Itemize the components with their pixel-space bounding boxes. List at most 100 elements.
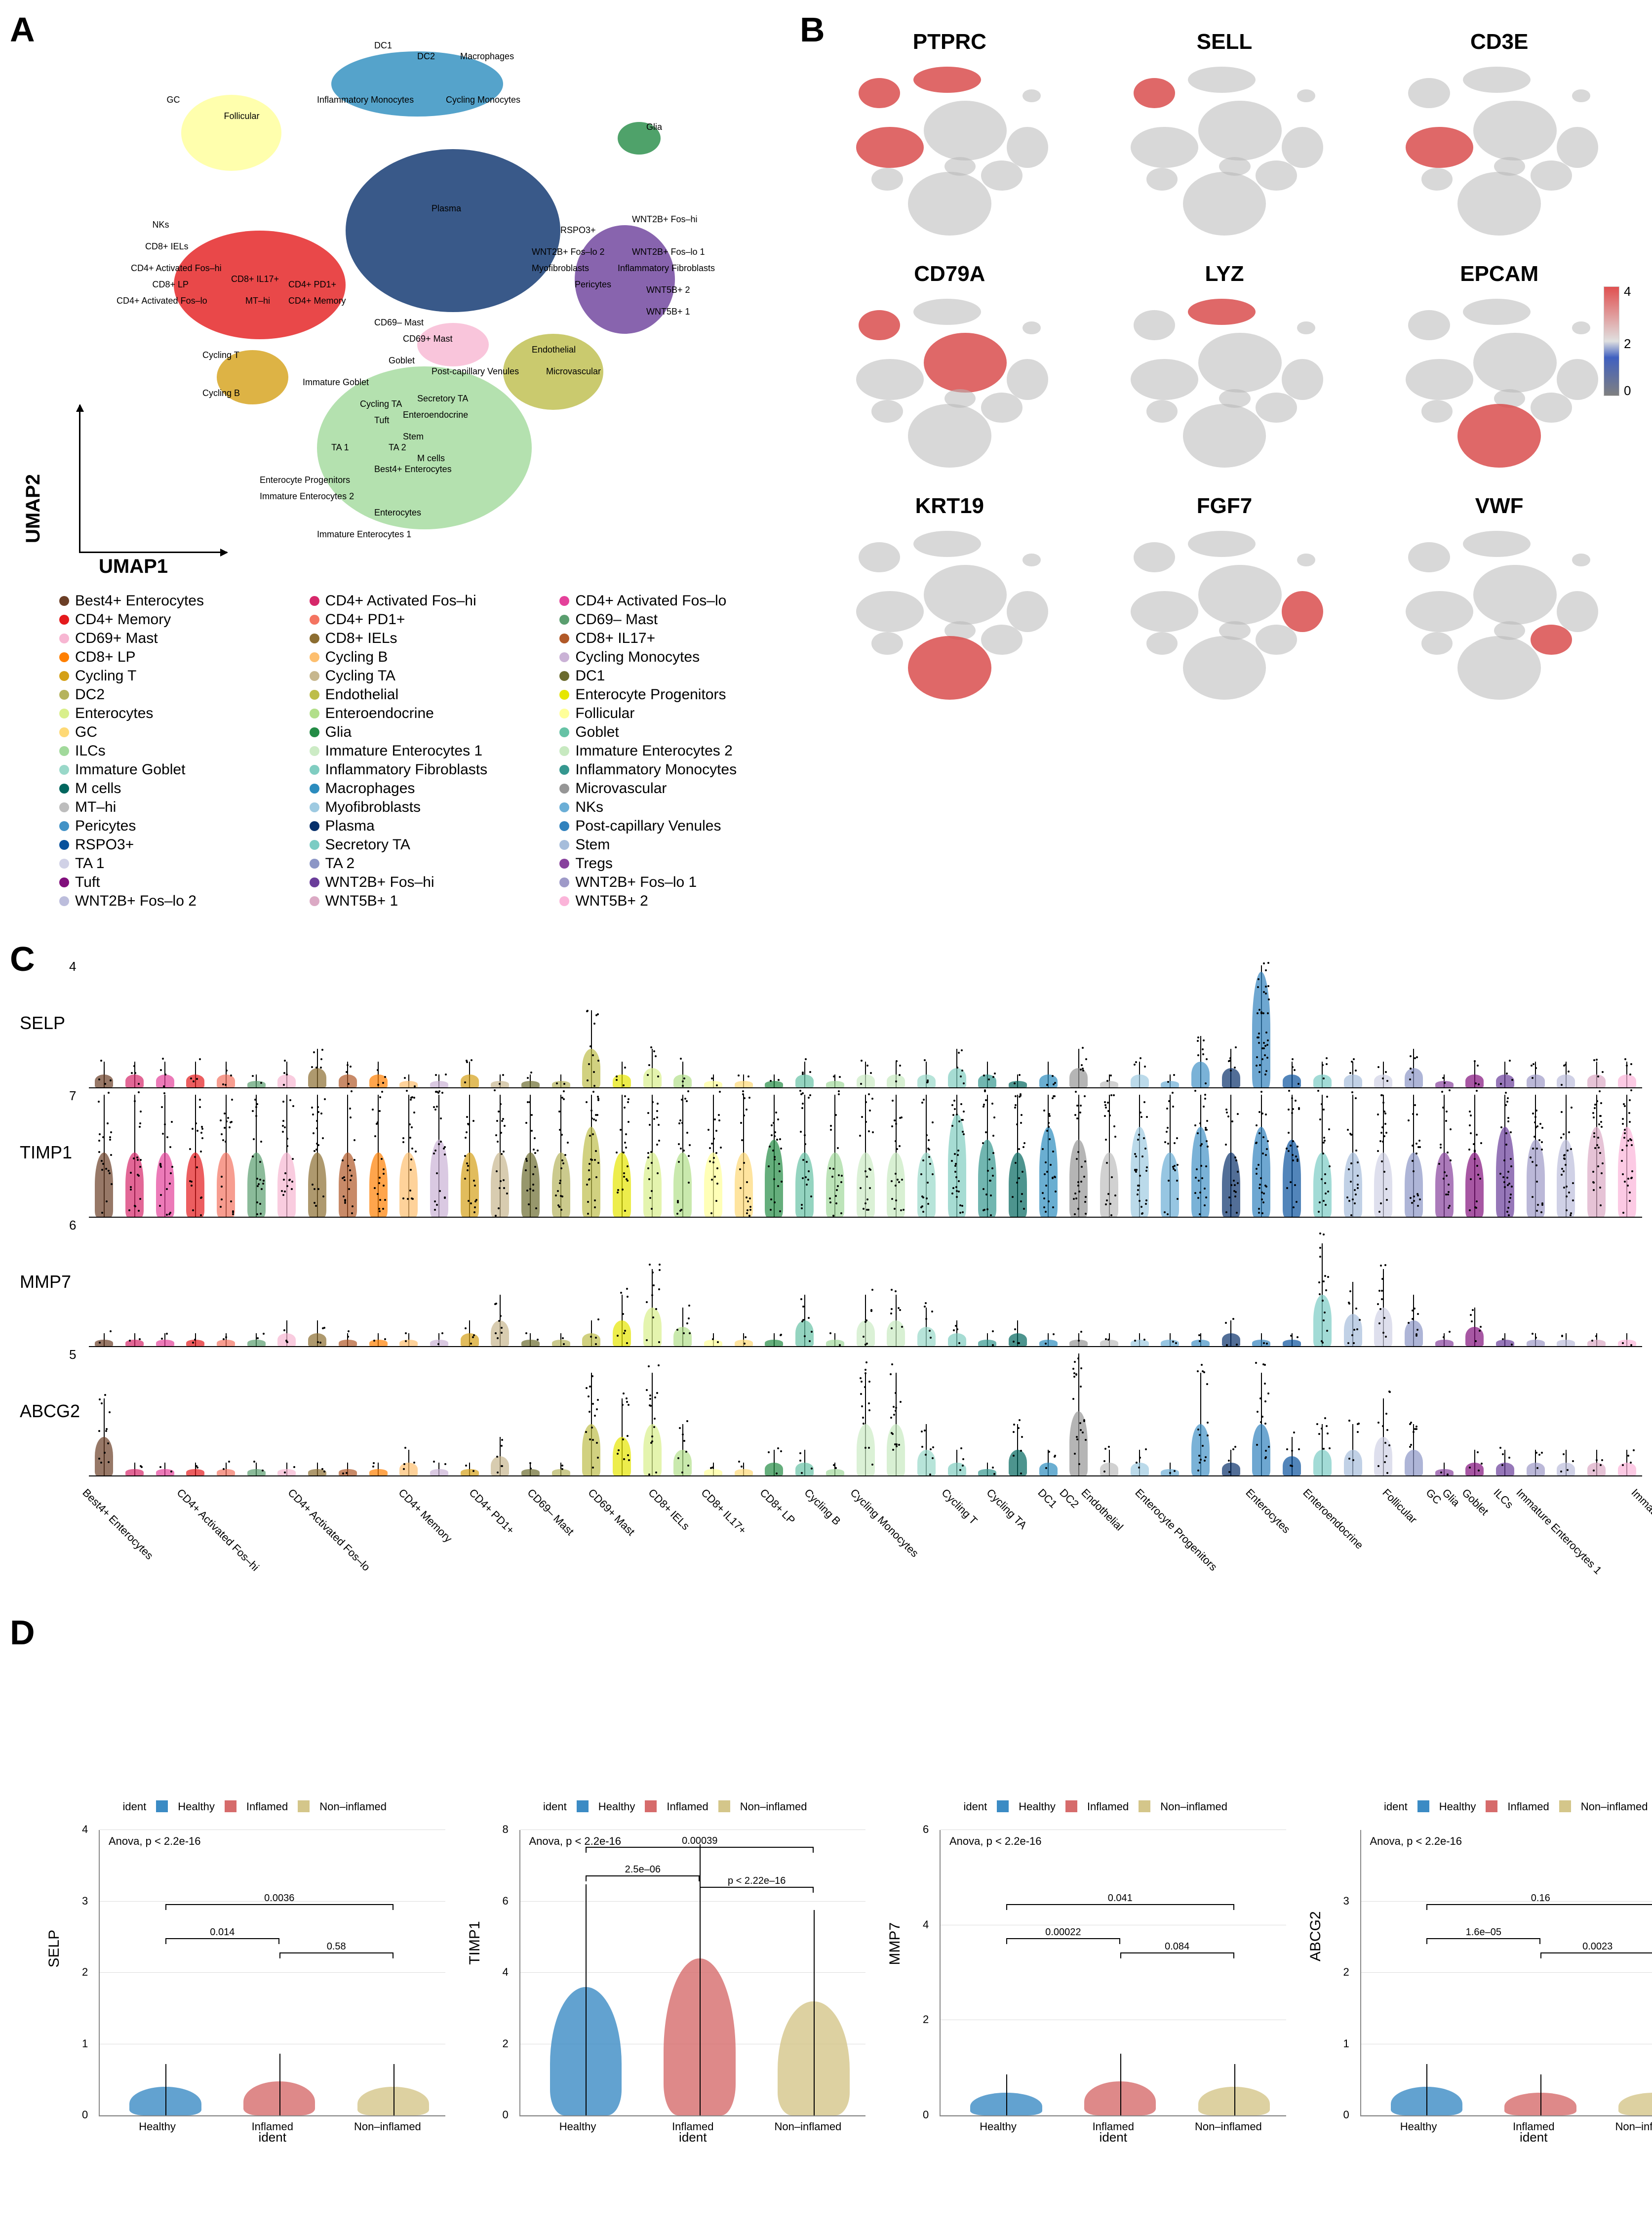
legend-label: Enteroendocrine [325,705,434,722]
dot-cloud [946,1447,968,1475]
dot-cloud [367,1091,389,1217]
violin-cell [576,1347,607,1475]
violin-x-label: Cycling TA [983,1486,1029,1532]
dot-cloud [246,1461,267,1475]
violin-cell [1337,1347,1368,1475]
violin-cell [1612,1088,1642,1217]
dot-cloud [1525,1332,1546,1346]
legend-item: Enterocyte Progenitors [559,686,790,703]
y-tick-label: 0 [503,2108,509,2121]
dot-cloud [794,1290,815,1346]
legend-label: Tregs [575,855,613,872]
violin-cell [211,1088,241,1217]
dot-cloud [1129,1447,1150,1475]
violin-cell [1399,1347,1429,1475]
dot-cloud [885,1091,906,1217]
umap-cluster-label: Goblet [389,356,415,366]
violin-cell [1551,1088,1581,1217]
legend-item: Glia [310,724,540,741]
violin-cell [1033,1218,1063,1346]
violin-cell [393,959,424,1087]
dot-cloud [367,1461,389,1475]
dot-cloud [1373,1091,1394,1217]
legend-swatch [1139,1800,1150,1812]
umap-cluster-label: CD4+ PD1+ [288,279,336,290]
legend-text: Healthy [1439,1800,1476,1813]
violin-x-label: CD69+ Mast [585,1486,637,1538]
dot-cloud [1434,1332,1455,1346]
violin-cell [850,1088,881,1217]
legend-dot [59,727,69,737]
umap-cluster-label: NKs [153,220,169,230]
legend-item: Secretory TA [310,836,540,853]
legend-item: Cycling T [59,668,290,684]
legend-item: CD8+ IL17+ [559,630,790,647]
mini-cluster [1408,78,1450,108]
violin-cell [759,1347,789,1475]
axis-y-label: UMAP2 [22,474,44,543]
violin-x-label: Endothelial [1079,1486,1126,1533]
legend-label: Enterocyte Progenitors [575,686,726,703]
dot-cloud [733,1073,754,1087]
violin-cell [911,1347,942,1475]
dot-cloud [1434,1461,1455,1475]
violin-cell [211,1347,241,1475]
dot-cloud [1525,1091,1546,1217]
whisker [586,1884,587,2115]
legend-item: RSPO3+ [59,836,290,853]
violin-x-label: Cycling Monocytes [847,1486,921,1560]
dot-cloud [489,1290,511,1346]
violin-cell [942,959,972,1087]
dot-cloud [124,1461,145,1475]
legend-dot [310,746,319,756]
comparison-bracket [1426,1938,1540,1944]
mini-cluster [1531,393,1572,423]
violin-row: ABCG25 [89,1347,1642,1476]
violin-cell [485,1347,515,1475]
dot-cloud [1434,1091,1455,1217]
legend-dot [310,877,319,887]
legend-dot [559,765,569,775]
mini-cluster [1408,542,1450,572]
violin-cell [333,1088,363,1217]
legend-label: Cycling B [325,649,388,666]
y-tick-label: 6 [923,1823,929,1836]
violin-cell [942,1218,972,1346]
legend-item: Inflammatory Fibroblasts [310,761,540,778]
violin-cell [1490,959,1521,1087]
legend-dot [559,652,569,662]
violin-cell [1551,1347,1581,1475]
violin-cell [1003,959,1033,1087]
legend-item: Plasma [310,818,540,835]
violin-cell [942,1347,972,1475]
y-tick-label: 0 [1343,2108,1349,2121]
mini-cluster [1134,78,1175,108]
mini-umap [1369,291,1629,479]
violin-cell [668,1218,698,1346]
dot-cloud [155,1059,176,1087]
legend-dot [559,840,569,850]
mini-cluster [1134,542,1175,572]
violin-cell [1520,959,1551,1087]
gene-feature-plot: PTPRC [820,30,1080,247]
legend-label: CD4+ Memory [75,611,171,628]
dot-cloud [307,1045,328,1087]
violin-cell [272,959,302,1087]
dot-cloud [1586,1091,1607,1217]
violin-cell [1277,1218,1307,1346]
legend-label: Immature Enterocytes 2 [575,743,732,759]
comparison-bracket [586,1847,814,1853]
umap-cluster-label: Immature Enterocytes 1 [317,529,411,540]
p-value: 0.041 [1108,1893,1133,1904]
legend-label: WNT2B+ Fos–lo 2 [75,893,197,910]
violin-cell [119,1088,150,1217]
mini-umap [1095,59,1355,247]
violin-cell [637,1347,668,1475]
violin-cell [607,1218,637,1346]
gene-title: LYZ [1095,262,1355,286]
violin-cell [972,959,1003,1087]
violin-cell [150,1218,180,1346]
axis-x-label: UMAP1 [99,556,168,578]
x-axis-label: ident [520,2130,866,2145]
legend-dot [59,784,69,794]
